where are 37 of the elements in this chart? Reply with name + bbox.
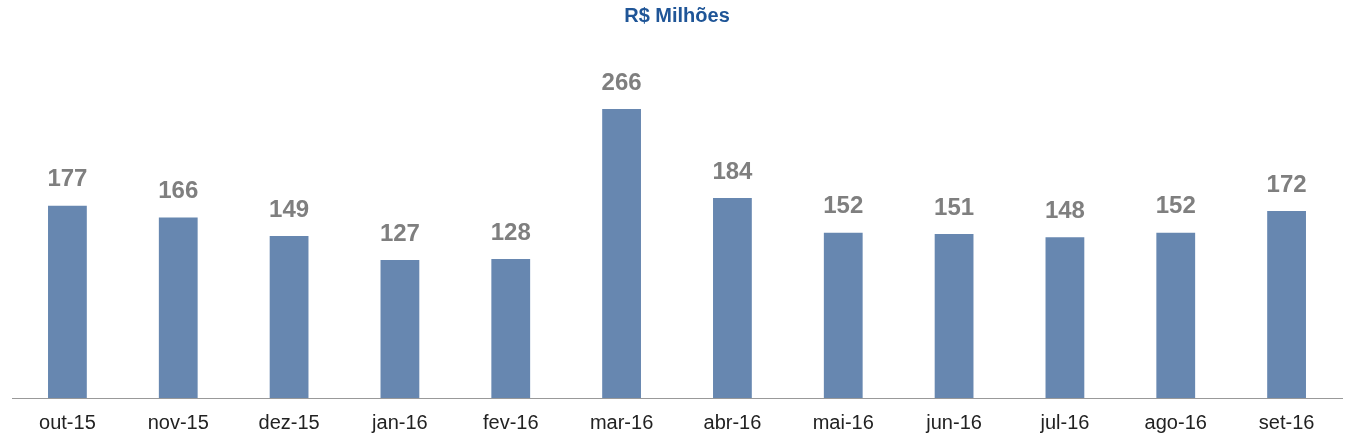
bar <box>269 236 309 398</box>
bar <box>158 217 198 398</box>
x-tick-label: abr-16 <box>703 410 762 433</box>
bar <box>380 259 420 398</box>
data-label: 127 <box>379 218 420 246</box>
bar <box>1156 232 1196 398</box>
bar <box>823 232 863 398</box>
bar <box>602 108 641 398</box>
x-tick-label: jun-16 <box>925 410 982 433</box>
x-tick-label: set-16 <box>1258 410 1315 433</box>
chart-subtitle: R$ Milhões <box>624 3 730 26</box>
data-label: 128 <box>490 217 531 245</box>
data-label: 172 <box>1266 169 1307 197</box>
x-tick-label: dez-15 <box>258 410 320 433</box>
data-label: 151 <box>934 192 975 220</box>
data-label: 148 <box>1044 195 1085 223</box>
x-tick-label: ago-16 <box>1144 410 1207 433</box>
data-label: 166 <box>158 176 199 204</box>
bar <box>713 198 752 398</box>
bar <box>1267 211 1306 398</box>
bar <box>1045 237 1085 398</box>
data-label: 152 <box>1155 191 1196 219</box>
x-tick-label: fev-16 <box>482 410 539 433</box>
data-label: 149 <box>269 194 310 222</box>
x-tick-label: out-15 <box>39 410 96 433</box>
x-tick-label: jul-16 <box>1039 410 1090 433</box>
x-tick-label: jan-16 <box>371 410 428 433</box>
x-tick-label: nov-15 <box>147 410 209 433</box>
data-label: 177 <box>47 164 88 192</box>
bar <box>934 233 974 398</box>
data-label: 266 <box>601 67 642 95</box>
data-label: 152 <box>823 191 864 219</box>
data-label: 184 <box>712 156 754 184</box>
bar <box>491 258 531 398</box>
x-tick-label: mai-16 <box>812 410 874 433</box>
bar <box>48 205 87 398</box>
x-tick-label: mar-16 <box>589 410 654 433</box>
